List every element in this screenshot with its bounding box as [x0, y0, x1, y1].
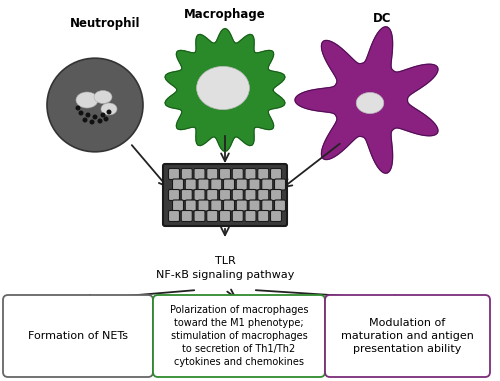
FancyBboxPatch shape — [236, 200, 247, 211]
Circle shape — [78, 110, 84, 115]
FancyBboxPatch shape — [163, 164, 287, 226]
FancyBboxPatch shape — [168, 210, 179, 221]
FancyBboxPatch shape — [258, 210, 269, 221]
FancyBboxPatch shape — [185, 179, 196, 190]
FancyBboxPatch shape — [185, 200, 196, 211]
FancyBboxPatch shape — [220, 168, 230, 179]
FancyBboxPatch shape — [207, 210, 218, 221]
FancyBboxPatch shape — [249, 200, 260, 211]
FancyBboxPatch shape — [3, 295, 153, 377]
Circle shape — [98, 118, 102, 123]
FancyBboxPatch shape — [245, 168, 256, 179]
Polygon shape — [295, 27, 438, 173]
Circle shape — [82, 117, 87, 123]
Circle shape — [86, 112, 90, 117]
FancyBboxPatch shape — [198, 179, 209, 190]
Circle shape — [104, 117, 108, 122]
FancyBboxPatch shape — [194, 189, 205, 200]
FancyBboxPatch shape — [181, 210, 192, 221]
FancyBboxPatch shape — [172, 200, 184, 211]
Ellipse shape — [101, 103, 117, 115]
FancyBboxPatch shape — [274, 200, 285, 211]
FancyBboxPatch shape — [181, 189, 192, 200]
FancyBboxPatch shape — [194, 168, 205, 179]
FancyBboxPatch shape — [198, 200, 209, 211]
Text: Modulation of
maturation and antigen
presentation ability: Modulation of maturation and antigen pre… — [341, 318, 474, 354]
FancyBboxPatch shape — [270, 168, 281, 179]
FancyBboxPatch shape — [258, 189, 269, 200]
Ellipse shape — [94, 91, 112, 104]
FancyBboxPatch shape — [270, 210, 281, 221]
FancyBboxPatch shape — [232, 168, 243, 179]
Circle shape — [100, 112, 105, 117]
FancyBboxPatch shape — [224, 200, 234, 211]
FancyBboxPatch shape — [249, 179, 260, 190]
FancyBboxPatch shape — [181, 168, 192, 179]
FancyBboxPatch shape — [211, 200, 222, 211]
Ellipse shape — [356, 93, 384, 114]
Text: Macrophage: Macrophage — [184, 8, 266, 21]
FancyBboxPatch shape — [232, 189, 243, 200]
FancyBboxPatch shape — [168, 189, 179, 200]
FancyBboxPatch shape — [262, 200, 273, 211]
FancyBboxPatch shape — [207, 168, 218, 179]
Circle shape — [76, 106, 80, 110]
FancyBboxPatch shape — [211, 179, 222, 190]
FancyBboxPatch shape — [224, 179, 234, 190]
FancyBboxPatch shape — [245, 189, 256, 200]
FancyBboxPatch shape — [270, 189, 281, 200]
FancyBboxPatch shape — [245, 210, 256, 221]
Text: DC: DC — [373, 12, 391, 25]
FancyBboxPatch shape — [172, 179, 184, 190]
Ellipse shape — [47, 58, 143, 152]
Circle shape — [90, 120, 94, 125]
Polygon shape — [165, 29, 285, 151]
FancyBboxPatch shape — [262, 179, 273, 190]
Text: Neutrophil: Neutrophil — [70, 18, 140, 30]
Ellipse shape — [196, 66, 250, 110]
FancyBboxPatch shape — [258, 168, 269, 179]
Text: Formation of NETs: Formation of NETs — [28, 331, 128, 341]
FancyBboxPatch shape — [194, 210, 205, 221]
Ellipse shape — [76, 92, 98, 108]
FancyBboxPatch shape — [274, 179, 285, 190]
FancyBboxPatch shape — [207, 189, 218, 200]
Text: TLR
NF-κB signaling pathway: TLR NF-κB signaling pathway — [156, 256, 294, 280]
Text: Polarization of macrophages
toward the M1 phenotype;
stimulation of macrophages
: Polarization of macrophages toward the M… — [170, 304, 308, 367]
Circle shape — [106, 109, 112, 115]
Circle shape — [92, 115, 98, 120]
FancyBboxPatch shape — [220, 210, 230, 221]
FancyBboxPatch shape — [236, 179, 247, 190]
FancyBboxPatch shape — [325, 295, 490, 377]
FancyBboxPatch shape — [168, 168, 179, 179]
FancyBboxPatch shape — [220, 189, 230, 200]
FancyBboxPatch shape — [232, 210, 243, 221]
FancyBboxPatch shape — [153, 295, 325, 377]
